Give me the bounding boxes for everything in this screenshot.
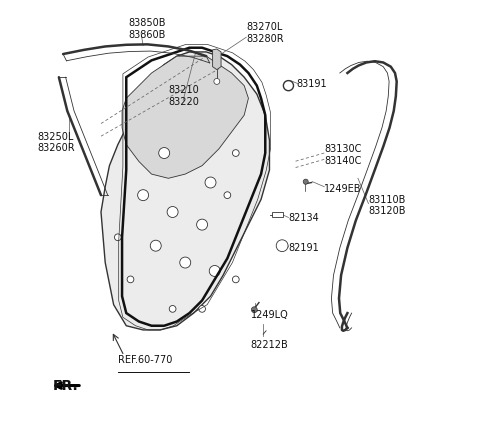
Circle shape	[127, 276, 134, 283]
Text: 83210
83220: 83210 83220	[168, 85, 199, 107]
Polygon shape	[122, 56, 249, 179]
Circle shape	[150, 240, 161, 251]
Circle shape	[214, 78, 220, 84]
Text: 83191: 83191	[297, 78, 327, 89]
Circle shape	[209, 265, 220, 276]
Text: 83270L
83280R: 83270L 83280R	[246, 22, 284, 44]
Circle shape	[276, 240, 288, 251]
Circle shape	[199, 306, 205, 312]
Polygon shape	[101, 52, 269, 330]
Circle shape	[252, 307, 257, 312]
Circle shape	[303, 179, 308, 184]
Circle shape	[283, 81, 293, 91]
Circle shape	[159, 148, 169, 159]
Circle shape	[232, 150, 239, 156]
Bar	[272, 212, 283, 217]
Text: 82191: 82191	[288, 243, 319, 253]
Text: 83250L
83260R: 83250L 83260R	[38, 132, 75, 153]
Polygon shape	[213, 49, 221, 70]
Text: 83850B
83860B: 83850B 83860B	[129, 18, 166, 39]
Text: 82134: 82134	[288, 213, 319, 223]
Circle shape	[169, 306, 176, 312]
Circle shape	[138, 190, 149, 201]
Text: REF.60-770: REF.60-770	[118, 355, 172, 365]
Circle shape	[197, 219, 207, 230]
Circle shape	[205, 177, 216, 188]
Text: 1249EB: 1249EB	[324, 184, 362, 194]
Text: FR.: FR.	[52, 379, 78, 393]
Circle shape	[232, 276, 239, 283]
Circle shape	[180, 257, 191, 268]
Text: 83130C
83140C: 83130C 83140C	[324, 144, 361, 166]
Circle shape	[114, 234, 121, 241]
Text: 82212B: 82212B	[251, 340, 288, 350]
Circle shape	[167, 206, 178, 218]
Circle shape	[224, 192, 231, 198]
Text: 1249LQ: 1249LQ	[251, 310, 288, 320]
Text: 83110B
83120B: 83110B 83120B	[369, 195, 406, 217]
